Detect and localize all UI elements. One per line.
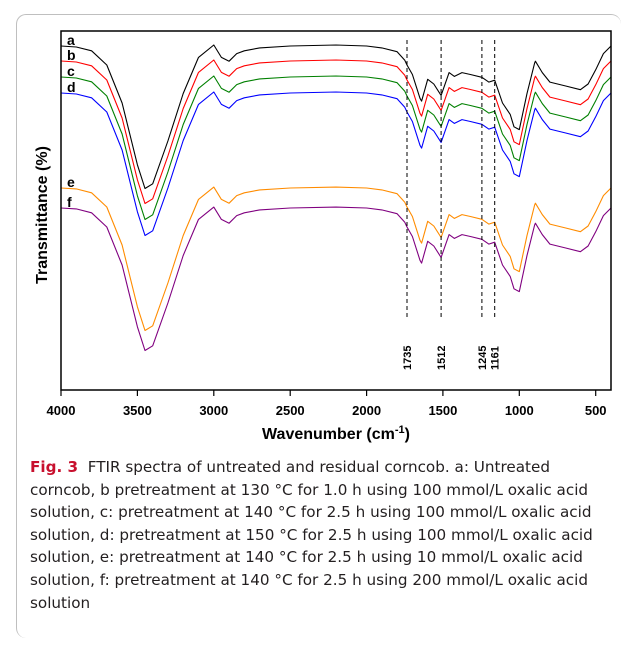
figure-frame [16,14,621,638]
x-axis-ticks: 4000 3500 3000 2500 2000 1500 1000 500 [47,390,607,418]
marker-label-1512: 1512 [436,346,448,370]
series-line-e [60,186,612,332]
x-axis-label-sup: -1 [395,424,405,436]
series-label-f: f [67,194,72,210]
x-tick-label-1000: 1000 [505,403,534,418]
figure-caption: Fig. 3 FTIR spectra of untreated and res… [30,456,615,614]
x-tick-label-4000: 4000 [47,403,76,418]
x-tick-label-3000: 3000 [199,403,228,418]
x-tick-label-3500: 3500 [123,403,152,418]
x-tick-label-2000: 2000 [352,403,381,418]
series-line-f [60,206,612,352]
series-layer [60,44,612,352]
series-line-b [60,59,612,205]
series-label-e: e [67,174,75,190]
figure-label: Fig. 3 [30,458,79,476]
x-axis-label-close: ) [405,426,410,443]
y-axis-label: Transmittance (%) [34,146,51,284]
series-label-a: a [67,32,75,48]
series-label-d: d [67,79,76,95]
x-axis-label-main: Wavenumber (cm [262,426,395,443]
marker-label-1245: 1245 [477,346,489,370]
x-tick-label-2500: 2500 [276,403,305,418]
figure-caption-text: FTIR spectra of untreated and residual c… [30,458,593,612]
marker-layer: 1735 1512 1245 1161 [402,40,502,370]
x-tick-label-500: 500 [585,403,607,418]
series-line-a [60,44,612,190]
series-line-d [60,91,612,237]
x-tick-label-1500: 1500 [428,403,457,418]
series-label-b: b [67,47,76,63]
plot-area-border [60,30,612,391]
marker-label-1161: 1161 [490,346,502,370]
marker-label-1735: 1735 [402,346,414,370]
series-label-c: c [67,63,75,79]
x-axis-label: Wavenumber (cm-1) [262,424,410,443]
series-line-c [60,75,612,221]
